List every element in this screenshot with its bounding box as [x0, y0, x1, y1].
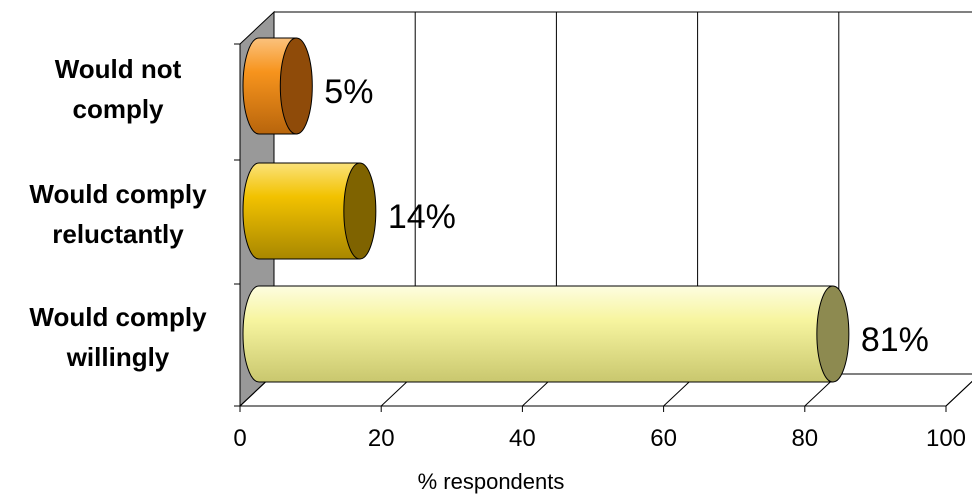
bar-end-cap — [279, 37, 313, 135]
bars — [242, 37, 850, 383]
bar-body — [242, 162, 361, 260]
bar-body — [242, 285, 834, 383]
x-tick-label: 60 — [650, 425, 677, 452]
category-label: Would comply willingly — [29, 302, 207, 372]
floor-gridline — [945, 380, 972, 407]
data-label: 81% — [861, 321, 929, 359]
x-tick-label: 40 — [509, 425, 536, 452]
x-ticks: 0 20 40 60 80 100 — [233, 43, 966, 452]
bar — [242, 285, 850, 383]
category-label: Would not comply — [55, 54, 182, 124]
data-label: 5% — [324, 73, 373, 111]
x-tick-label: 100 — [926, 425, 966, 452]
bar — [242, 162, 377, 260]
x-tick-label: 0 — [233, 425, 246, 452]
data-label: 14% — [388, 198, 456, 236]
bar-end-cap — [343, 162, 377, 260]
bar — [242, 37, 313, 135]
x-tick-label: 20 — [368, 425, 395, 452]
x-axis-title: % respondents — [418, 469, 565, 494]
category-label: Would comply reluctantly — [29, 179, 207, 249]
bar-end-cap — [816, 285, 850, 383]
x-tick-label: 80 — [791, 425, 818, 452]
data-labels: 5% 14% 81% — [324, 73, 929, 359]
category-labels: Would not comply Would comply reluctantly Wo… — [29, 54, 207, 372]
